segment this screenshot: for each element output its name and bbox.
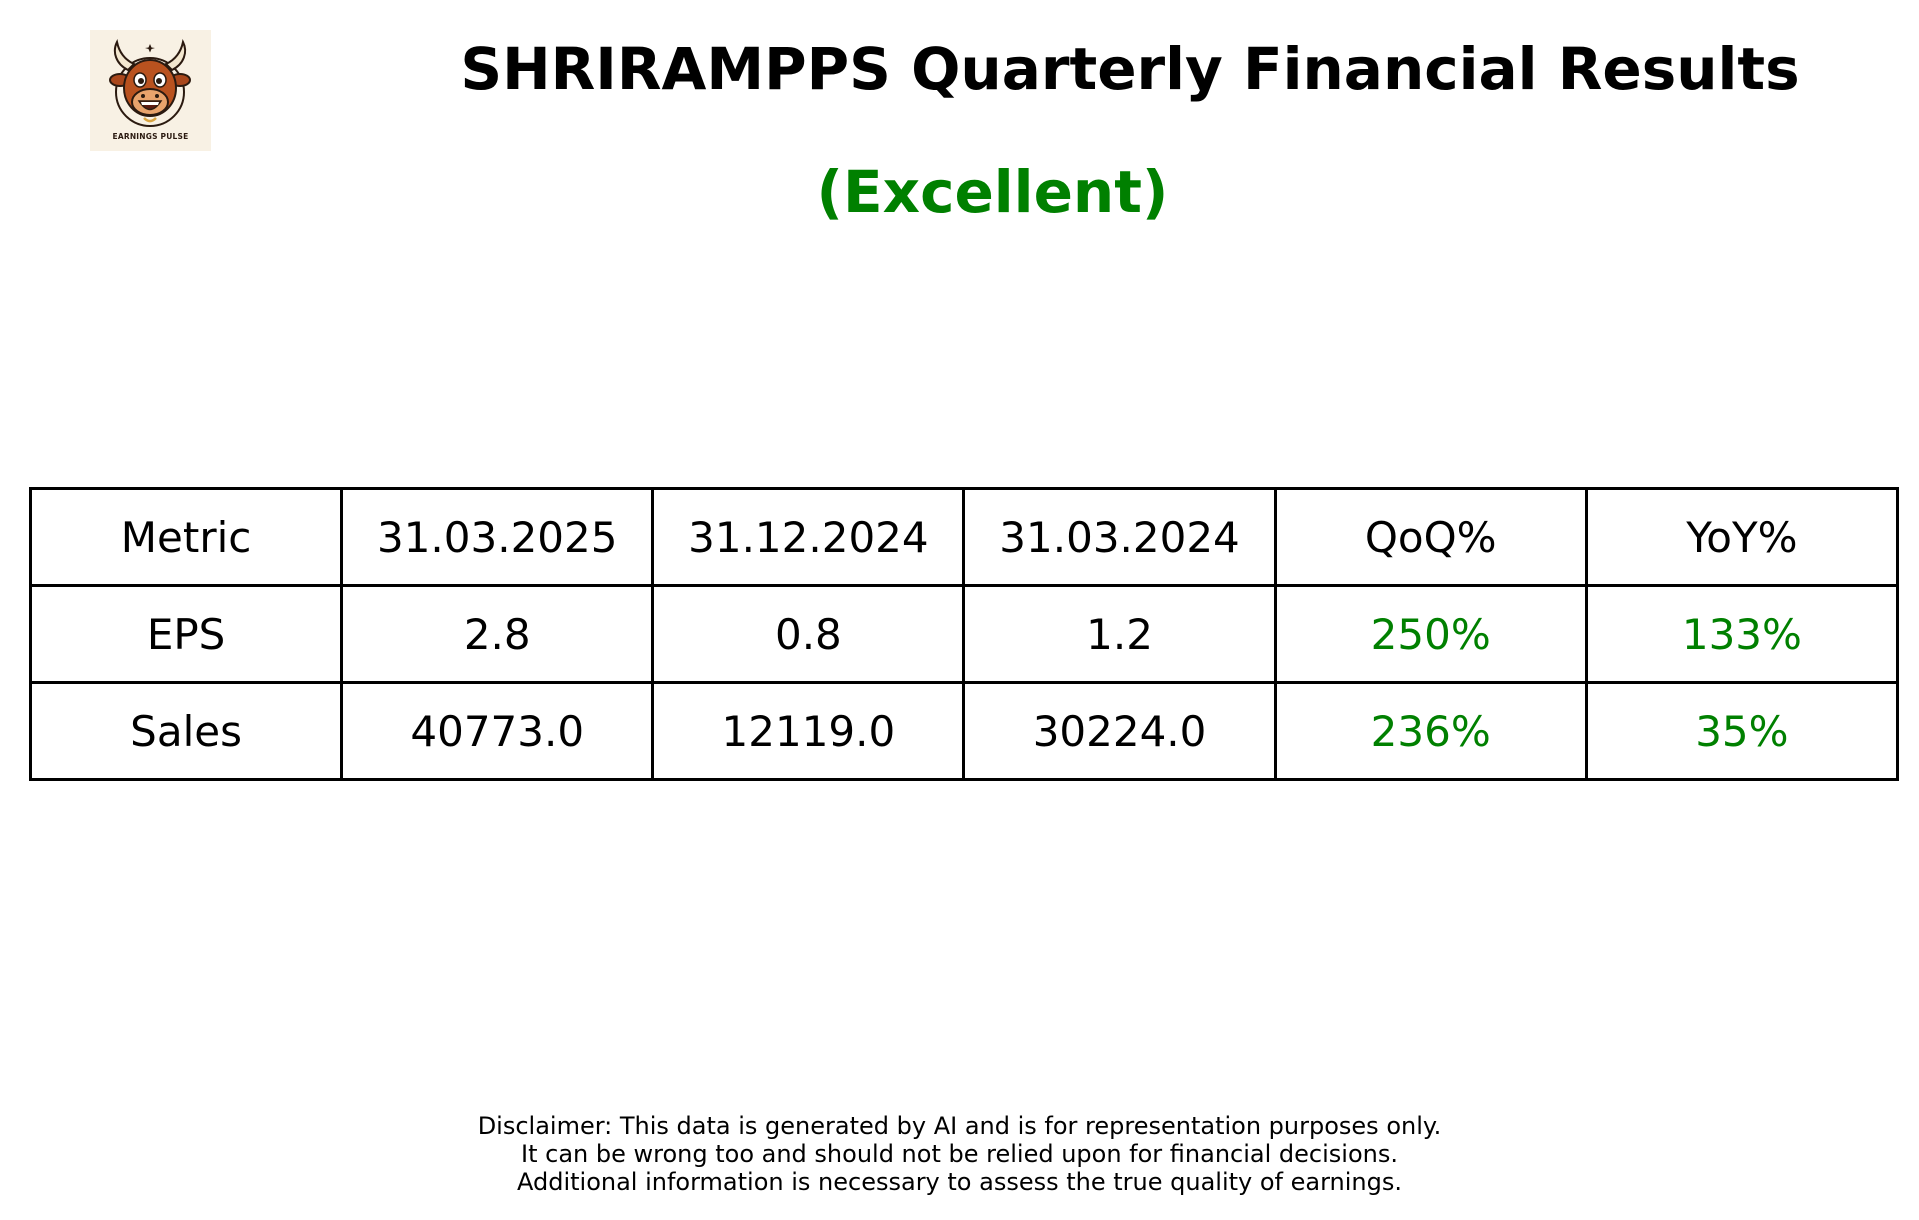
qoq-change-cell: 250% <box>1273 584 1588 684</box>
table-header-cell: 31.03.2025 <box>340 487 655 587</box>
disclaimer-line: Disclaimer: This data is generated by AI… <box>477 1112 1442 1140</box>
disclaimer-line: Additional information is necessary to a… <box>516 1168 1402 1196</box>
metric-cell: Sales <box>28 681 344 781</box>
bull-mascot-icon <box>90 30 211 151</box>
table-header-row: Metric 31.03.2025 31.12.2024 31.03.2024 … <box>28 487 1900 587</box>
disclaimer-line: It can be wrong too and should not be re… <box>521 1140 1398 1168</box>
value-cell: 12119.0 <box>651 681 966 781</box>
qoq-change-cell: 236% <box>1273 681 1588 781</box>
table-header-cell: 31.03.2024 <box>962 487 1277 587</box>
table-header-cell: 31.12.2024 <box>651 487 966 587</box>
results-table: Metric 31.03.2025 31.12.2024 31.03.2024 … <box>28 487 1900 781</box>
table-row: EPS 2.8 0.8 1.2 250% 133% <box>28 584 1900 684</box>
yoy-change-cell: 133% <box>1584 584 1900 684</box>
value-cell: 1.2 <box>962 584 1277 684</box>
value-cell: 40773.0 <box>340 681 655 781</box>
value-cell: 2.8 <box>340 584 655 684</box>
yoy-change-cell: 35% <box>1584 681 1900 781</box>
logo-text: EARNINGS PULSE <box>112 132 189 141</box>
metric-cell: EPS <box>28 584 344 684</box>
table-row: Sales 40773.0 12119.0 30224.0 236% 35% <box>28 681 1900 781</box>
table-header-cell: Metric <box>28 487 344 587</box>
value-cell: 30224.0 <box>962 681 1277 781</box>
table-header-cell: QoQ% <box>1273 487 1588 587</box>
table-header-cell: YoY% <box>1584 487 1900 587</box>
value-cell: 0.8 <box>651 584 966 684</box>
logo: EARNINGS PULSE <box>90 30 211 151</box>
page-title: SHRIRAMPPS Quarterly Financial Results <box>460 35 1800 103</box>
disclaimer: Disclaimer: This data is generated by AI… <box>0 1112 1919 1196</box>
rating-label: (Excellent) <box>816 158 1169 226</box>
